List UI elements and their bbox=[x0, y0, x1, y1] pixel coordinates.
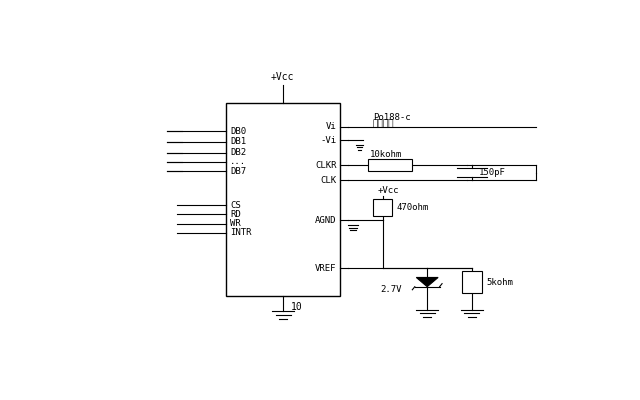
Text: VREF: VREF bbox=[315, 264, 337, 273]
Text: WR: WR bbox=[230, 219, 241, 228]
Text: CS: CS bbox=[230, 200, 241, 210]
Text: AGND: AGND bbox=[315, 216, 337, 225]
Text: DB2: DB2 bbox=[230, 148, 246, 157]
Text: -Vi: -Vi bbox=[320, 136, 337, 145]
Text: DB1: DB1 bbox=[230, 138, 246, 146]
Text: 10kohm: 10kohm bbox=[370, 150, 403, 159]
Text: 470ohm: 470ohm bbox=[396, 203, 429, 212]
Text: 输出电压: 输出电压 bbox=[372, 119, 394, 128]
Text: DB0: DB0 bbox=[230, 127, 246, 136]
Text: ...: ... bbox=[230, 158, 246, 166]
Text: 2.7V: 2.7V bbox=[380, 285, 401, 294]
Bar bbox=[367, 159, 412, 171]
Text: DB7: DB7 bbox=[230, 167, 246, 176]
Text: 5kohm: 5kohm bbox=[487, 278, 513, 286]
Text: Po188-c: Po188-c bbox=[372, 113, 410, 122]
Text: 150pF: 150pF bbox=[479, 168, 506, 177]
Text: 10: 10 bbox=[291, 302, 303, 312]
Bar bbox=[227, 104, 340, 296]
Text: Vi: Vi bbox=[326, 122, 337, 131]
Text: CLKR: CLKR bbox=[315, 160, 337, 170]
Text: INTR: INTR bbox=[230, 228, 252, 237]
Bar bbox=[462, 271, 482, 293]
Bar bbox=[372, 199, 392, 216]
Text: +Vcc: +Vcc bbox=[271, 72, 294, 82]
Polygon shape bbox=[416, 278, 438, 287]
Text: RD: RD bbox=[230, 210, 241, 219]
Text: CLK: CLK bbox=[320, 176, 337, 185]
Text: +Vcc: +Vcc bbox=[378, 186, 399, 195]
